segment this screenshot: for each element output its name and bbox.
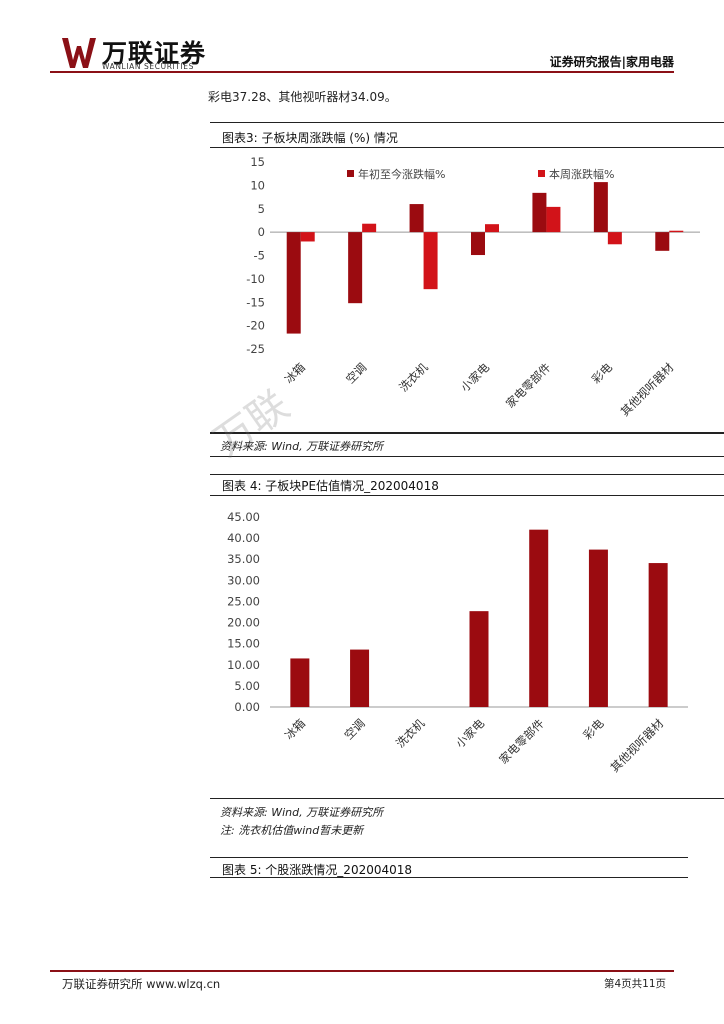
- legend-swatch-ytd: [347, 170, 354, 177]
- chart2-bar: [290, 658, 310, 707]
- footer-divider: [50, 970, 674, 972]
- chart1-ytick-label: 0: [258, 225, 265, 239]
- chart1-category-label: 其他视听器材: [618, 360, 677, 419]
- figure4-top-rule: [210, 474, 724, 475]
- legend-swatch-week: [538, 170, 545, 177]
- weekly-change-chart: 15 10 5 0 -5 -10 -15 -20 -25 冰箱 空调 洗衣机 小家电 家电零部件 彩电 其他视…: [246, 155, 700, 419]
- chart2-category-label: 空调: [342, 716, 368, 742]
- chart2-ytick-label: 35.00: [227, 552, 260, 566]
- chart1-bar-week: [607, 232, 622, 245]
- chart2-ytick-label: 30.00: [227, 573, 260, 587]
- chart1-bar-ytd: [409, 204, 424, 233]
- chart1-category-label: 家电零部件: [503, 360, 554, 411]
- chart1-category-label: 彩电: [589, 360, 616, 387]
- figure3-caption-rule: [210, 147, 724, 148]
- chart2-bar: [529, 529, 549, 707]
- chart1-bar-week: [546, 206, 561, 233]
- report-category-label: 证券研究报告|家用电器: [549, 55, 674, 69]
- figure5-caption: 图表 5: 个股涨跌情况_202004018: [222, 863, 413, 877]
- chart2-category-label: 洗衣机: [393, 716, 428, 751]
- figure3-bottom-rule: [210, 432, 724, 434]
- chart1-bar-ytd: [471, 232, 485, 256]
- figure5-bottom-rule: [210, 877, 688, 878]
- chart1-category-label: 小家电: [458, 360, 493, 395]
- chart1-bar-week: [362, 223, 377, 233]
- figure4-caption-rule: [210, 495, 724, 496]
- chart2-bar: [588, 549, 608, 707]
- chart1-bar-ytd: [532, 192, 547, 233]
- chart2-ytick-label: 0.00: [234, 700, 260, 714]
- legend-label-ytd: 年初至今涨跌幅%: [358, 167, 445, 181]
- chart1-ytick-label: -10: [246, 272, 265, 286]
- pe-valuation-chart: 45.00 40.00 35.00 30.00 25.00 20.00 15.00 10.00…: [227, 510, 688, 775]
- page-number: 第4页共11页: [603, 978, 666, 990]
- company-logo-icon: [62, 38, 96, 68]
- chart2-bars-group: [290, 529, 668, 707]
- chart2-bar: [350, 649, 370, 707]
- chart2-category-label: 其他视听器材: [608, 716, 667, 775]
- chart1-axis-group: 15 10 5 0 -5 -10 -15 -20 -25 冰箱 空调 洗衣机 小家电 家电零部件 彩电 其他视…: [246, 155, 700, 419]
- chart1-category-label: 洗衣机: [396, 360, 431, 395]
- chart2-ytick-label: 20.00: [227, 616, 260, 630]
- chart1-legend: 年初至今涨跌幅% 本周涨跌幅%: [347, 167, 614, 181]
- figure3-source: 资料来源: Wind, 万联证券研究所: [220, 440, 384, 453]
- chart2-ytick-label: 45.00: [227, 510, 260, 524]
- chart2-ytick-label: 40.00: [227, 531, 260, 545]
- chart1-bar-ytd: [286, 232, 301, 334]
- chart1-bar-week: [669, 230, 684, 233]
- chart1-bar-ytd: [348, 232, 363, 304]
- chart2-ytick-label: 10.00: [227, 658, 260, 672]
- chart2-bar: [469, 611, 489, 707]
- chart1-ytick-label: -5: [254, 249, 265, 263]
- chart1-ytick-label: 5: [258, 202, 265, 216]
- chart2-axis-group: 45.00 40.00 35.00 30.00 25.00 20.00 15.00 10.00…: [227, 510, 688, 775]
- chart1-ytick-label: -25: [246, 342, 265, 356]
- intro-text: 彩电37.28、其他视听器材34.09。: [208, 90, 397, 104]
- chart1-ytick-label: -15: [246, 295, 265, 309]
- chart1-category-label: 空调: [343, 360, 369, 386]
- figure4-bottom-rule: [210, 798, 724, 799]
- chart1-bar-week: [300, 232, 315, 242]
- chart1-bar-ytd: [655, 232, 670, 251]
- chart1-ytick-label: -20: [246, 319, 265, 333]
- figure3-source-rule: [210, 456, 724, 457]
- figure5-top-rule: [210, 857, 688, 858]
- figure3-caption: 图表3: 子板块周涨跌幅 (%) 情况: [222, 131, 398, 145]
- chart2-ytick-label: 15.00: [227, 637, 260, 651]
- logo-text-cn: 万联证券: [102, 39, 207, 68]
- chart1-bars-group: [286, 182, 684, 334]
- chart1-category-label: 冰箱: [282, 360, 308, 386]
- figure4-source: 资料来源: Wind, 万联证券研究所: [220, 806, 384, 819]
- chart1-bar-week: [423, 232, 438, 290]
- chart2-ytick-label: 5.00: [234, 679, 260, 693]
- chart2-category-label: 家电零部件: [496, 716, 547, 767]
- header-divider: [50, 71, 674, 73]
- chart2-category-label: 冰箱: [282, 716, 308, 742]
- figure3-top-rule: [210, 122, 724, 123]
- figure4-note: 注: 洗衣机估值wind暂未更新: [220, 824, 364, 837]
- figure4-caption: 图表 4: 子板块PE估值情况_202004018: [222, 479, 439, 493]
- chart1-bar-ytd: [593, 182, 608, 233]
- chart1-ytick-label: 10: [250, 178, 265, 192]
- chart2-bar: [648, 563, 668, 707]
- chart2-ytick-label: 25.00: [227, 594, 260, 608]
- chart1-ytick-label: 15: [250, 155, 265, 169]
- chart1-bar-week: [485, 224, 499, 233]
- logo-text-en: WANLIAN SECURITIES: [102, 62, 195, 71]
- chart2-category-label: 小家电: [453, 716, 488, 751]
- chart2-category-label: 彩电: [580, 716, 607, 743]
- legend-label-week: 本周涨跌幅%: [549, 167, 614, 181]
- footer-company-url: 万联证券研究所 www.wlzq.cn: [62, 977, 221, 991]
